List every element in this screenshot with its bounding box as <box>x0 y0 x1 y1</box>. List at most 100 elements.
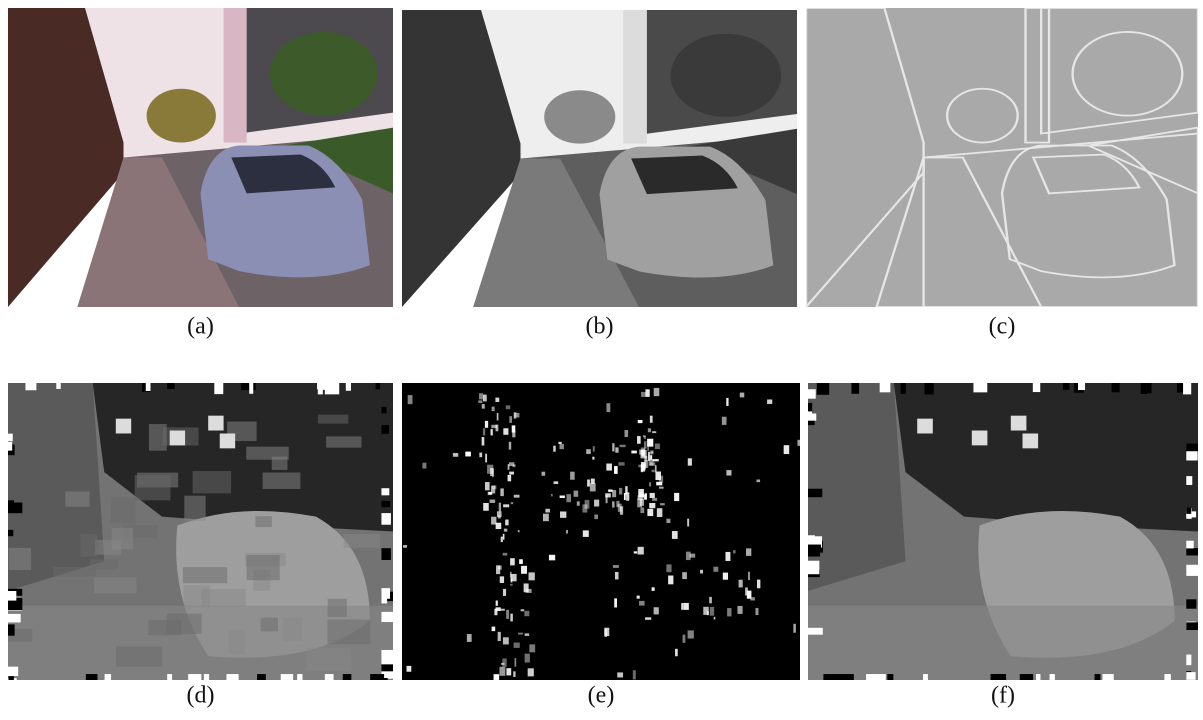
edge-speck <box>650 452 653 454</box>
edge-speck <box>681 603 683 610</box>
edge-speck <box>549 555 555 561</box>
edge-speck <box>654 607 659 614</box>
edge-speck <box>506 405 511 409</box>
border-speck <box>105 674 111 684</box>
edge-speck <box>485 454 487 463</box>
edge-speck <box>640 499 644 506</box>
panel-label: (b) <box>586 314 614 340</box>
edge-speck <box>594 500 599 507</box>
edge-speck <box>553 446 555 452</box>
edge-speck <box>509 462 514 466</box>
edge-speck <box>674 493 679 501</box>
edge-speck <box>495 398 499 402</box>
edge-speck <box>660 503 665 505</box>
edge-speck <box>501 537 503 542</box>
edge-speck <box>652 431 656 433</box>
edge-speck <box>496 523 502 529</box>
edge-speck <box>490 468 494 476</box>
border-speck <box>381 488 389 495</box>
tree <box>270 32 378 116</box>
edge-speck <box>518 530 520 532</box>
edge-speck <box>655 472 661 481</box>
edge-speck <box>510 558 515 565</box>
edge-speck <box>521 609 525 611</box>
border-speck <box>8 442 12 451</box>
edge-speck <box>508 475 512 481</box>
edge-speck <box>526 589 532 593</box>
border-speck <box>808 403 812 412</box>
edge-speck <box>498 516 501 519</box>
depth-patch <box>112 528 134 550</box>
edge-speck <box>656 482 662 486</box>
edge-speck <box>612 501 615 507</box>
border-speck <box>1063 383 1069 390</box>
border-speck <box>325 674 334 685</box>
edge-speck <box>551 494 553 496</box>
border-speck <box>1050 674 1055 683</box>
border-speck <box>86 674 98 681</box>
panel-image <box>402 383 801 682</box>
figure: (a)(b)(c)(d)(e)(f) <box>0 0 1203 715</box>
depth-patch <box>318 415 348 424</box>
edge-speck <box>756 479 760 482</box>
border-speck <box>924 383 933 394</box>
border-speck <box>8 434 13 442</box>
border-speck <box>257 674 266 683</box>
edge-speck <box>652 470 655 472</box>
border-speck <box>167 674 172 681</box>
edge-speck <box>645 389 649 397</box>
edge-speck <box>740 393 744 398</box>
edge-speck <box>641 392 646 397</box>
border-speck <box>887 674 893 680</box>
edge-speck <box>657 508 663 517</box>
edge-speck <box>637 596 640 599</box>
border-speck <box>1186 508 1191 514</box>
edge-speck <box>633 670 636 679</box>
edge-speck <box>407 666 412 672</box>
border-speck <box>8 624 15 635</box>
edge-speck <box>612 490 616 497</box>
depth-patch <box>283 618 302 642</box>
edge-speck <box>453 453 458 457</box>
border-speck <box>214 383 223 394</box>
edge-speck <box>497 413 499 421</box>
edge-speck <box>479 393 483 399</box>
edge-speck <box>521 566 527 574</box>
border-speck <box>1186 451 1197 460</box>
border-speck <box>146 383 151 391</box>
edge-speck <box>649 482 651 486</box>
border-speck <box>808 489 822 497</box>
border-speck <box>973 383 987 392</box>
border-speck <box>808 535 815 544</box>
border-speck <box>343 674 347 685</box>
edge-speck <box>482 404 485 409</box>
depth-patch <box>328 599 347 617</box>
depth-blob <box>1011 416 1027 431</box>
edge-speck <box>650 493 655 498</box>
edge-speck <box>494 674 500 682</box>
edge-speck <box>496 600 498 605</box>
edge-speck <box>666 564 671 572</box>
border-speck <box>923 674 928 680</box>
border-speck <box>1095 674 1101 686</box>
edge-speck <box>524 611 529 616</box>
edge-speck <box>714 617 716 620</box>
edge-speck <box>554 481 559 484</box>
edge-speck <box>591 479 595 484</box>
edge-speck <box>797 440 801 446</box>
edge-speck <box>509 416 512 423</box>
edge-speck <box>503 428 508 435</box>
depth-left <box>808 383 906 591</box>
edge-speck <box>485 421 488 428</box>
edge-speck <box>504 529 507 532</box>
edge-speck <box>514 413 519 418</box>
edge-speck <box>700 570 703 574</box>
edge-speck <box>529 572 535 580</box>
panel-label: (c) <box>989 314 1016 340</box>
edge-speck <box>655 465 657 472</box>
border-speck <box>1112 383 1120 392</box>
depth-patch <box>326 436 361 447</box>
edge-speck <box>503 553 508 556</box>
edge-speck <box>746 548 751 555</box>
border-speck <box>1033 383 1040 392</box>
